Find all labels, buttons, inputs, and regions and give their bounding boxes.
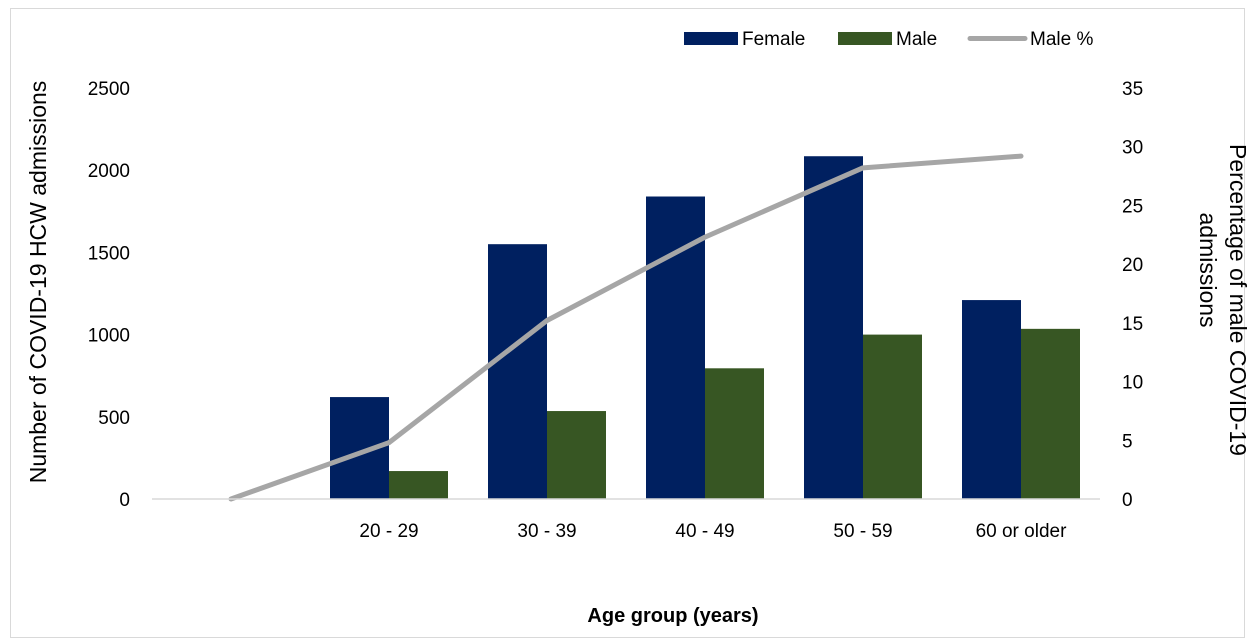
bar-male-60-or-older <box>1021 328 1080 499</box>
y-tick-label: 1000 <box>88 326 130 347</box>
y2-tick-label: 10 <box>1122 373 1143 394</box>
y-axis-ticks: 0 500 1000 1500 2000 2500 <box>88 79 130 511</box>
y2-tick-label: 20 <box>1122 255 1143 276</box>
bar-female-60-or-older <box>962 300 1021 499</box>
x-tick-label: 60 or older <box>976 521 1068 542</box>
legend-label-male: Male <box>896 29 937 50</box>
bar-male-30-39 <box>547 411 606 499</box>
y2-axis-title-line1: Percentage of male COVID-19 <box>1225 144 1251 456</box>
y-axis-title: Number of COVID-19 HCW admissions <box>25 81 51 484</box>
y-tick-label: 1500 <box>88 243 130 264</box>
legend-label-male-pct: Male % <box>1030 29 1093 50</box>
x-axis-ticks: 20 - 29 30 - 39 40 - 49 50 - 59 60 or older <box>359 521 1067 542</box>
x-axis-title: Age group (years) <box>587 605 758 627</box>
y2-tick-label: 25 <box>1122 196 1143 217</box>
y-tick-label: 0 <box>119 490 130 511</box>
y2-axis-ticks: 0 5 10 15 20 25 30 35 <box>1122 79 1143 511</box>
y2-tick-label: 15 <box>1122 314 1143 335</box>
y2-tick-label: 5 <box>1122 431 1133 452</box>
legend-label-female: Female <box>742 29 805 50</box>
y2-tick-label: 35 <box>1122 79 1143 100</box>
x-tick-label: 20 - 29 <box>359 521 418 542</box>
bar-male-50-59 <box>863 334 922 499</box>
x-tick-label: 40 - 49 <box>675 521 734 542</box>
line-male <box>228 153 1024 502</box>
y-tick-label: 500 <box>98 408 130 429</box>
bar-female-30-39 <box>488 244 547 499</box>
legend: Female Male Male % <box>684 29 1093 50</box>
chart-frame <box>10 8 1245 638</box>
legend-swatch-male <box>838 32 892 45</box>
y-tick-label: 2500 <box>88 79 130 100</box>
bar-male-20-29 <box>389 471 448 499</box>
y2-tick-label: 30 <box>1122 138 1143 159</box>
x-tick-label: 30 - 39 <box>517 521 576 542</box>
bar-male-40-49 <box>705 368 764 499</box>
bar-female-50-59 <box>804 156 863 499</box>
bar-female-40-49 <box>646 196 705 499</box>
line-layer <box>228 153 1024 502</box>
legend-swatch-female <box>684 32 738 45</box>
bars-layer <box>330 156 1080 499</box>
x-tick-label: 50 - 59 <box>833 521 892 542</box>
y2-axis-title-line2: admissions <box>1195 212 1221 327</box>
y-tick-label: 2000 <box>88 161 130 182</box>
y2-tick-label: 0 <box>1122 490 1133 511</box>
